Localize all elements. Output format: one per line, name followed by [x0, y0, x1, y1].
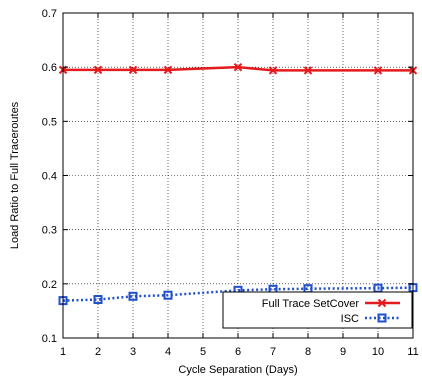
data-point-isc — [163, 290, 173, 300]
x-tick-label: 11 — [407, 346, 418, 358]
legend-sample-full-trace-setcover — [365, 298, 400, 308]
data-point-isc — [93, 295, 103, 305]
y-tick-label: 0.3 — [42, 225, 57, 237]
y-tick-label: 0.4 — [42, 171, 57, 183]
y-tick-label: 0.6 — [42, 62, 57, 74]
data-point-full-trace-setcover — [303, 66, 313, 75]
x-tick-label: 4 — [165, 346, 171, 358]
data-point-full-trace-setcover — [163, 65, 173, 75]
y-tick-label: 0.7 — [42, 8, 57, 20]
x-tick-label: 3 — [130, 346, 136, 358]
x-tick-label: 8 — [305, 346, 311, 358]
legend-marker — [377, 298, 387, 308]
x-tick-label: 7 — [270, 346, 276, 358]
x-tick-label: 5 — [200, 346, 206, 358]
data-point-full-trace-setcover — [93, 65, 103, 75]
legend: Full Trace SetCover ISC — [222, 291, 413, 329]
y-axis-label: Load Ratio to Full Traceroutes — [9, 101, 21, 249]
data-point-full-trace-setcover — [233, 62, 243, 72]
legend-label-full-trace-setcover: Full Trace SetCover — [262, 298, 360, 310]
data-point-full-trace-setcover — [373, 66, 383, 75]
series-line-isc — [62, 286, 414, 302]
x-tick-label: 10 — [372, 346, 384, 358]
y-tick-label: 0.5 — [42, 116, 57, 128]
x-tick-label: 1 — [60, 346, 66, 358]
data-point-isc — [128, 291, 138, 301]
legend-sample-isc — [365, 313, 400, 323]
legend-label-isc: ISC — [341, 313, 359, 325]
data-point-full-trace-setcover — [268, 66, 278, 75]
y-tick-label: 0.2 — [42, 279, 57, 291]
y-tick-label: 0.1 — [42, 333, 57, 345]
axis-ticks: 0.1 0.2 0.3 0.4 0.5 0.6 0.7 1 2 3 4 5 6 7 8 9 10 11 — [42, 8, 419, 358]
x-tick-label: 9 — [340, 346, 346, 358]
x-tick-label: 6 — [235, 346, 241, 358]
data-point-full-trace-setcover — [128, 65, 138, 75]
legend-marker — [377, 313, 387, 323]
x-tick-label: 2 — [95, 346, 101, 358]
x-axis-label: Cycle Separation (Days) — [178, 364, 297, 376]
